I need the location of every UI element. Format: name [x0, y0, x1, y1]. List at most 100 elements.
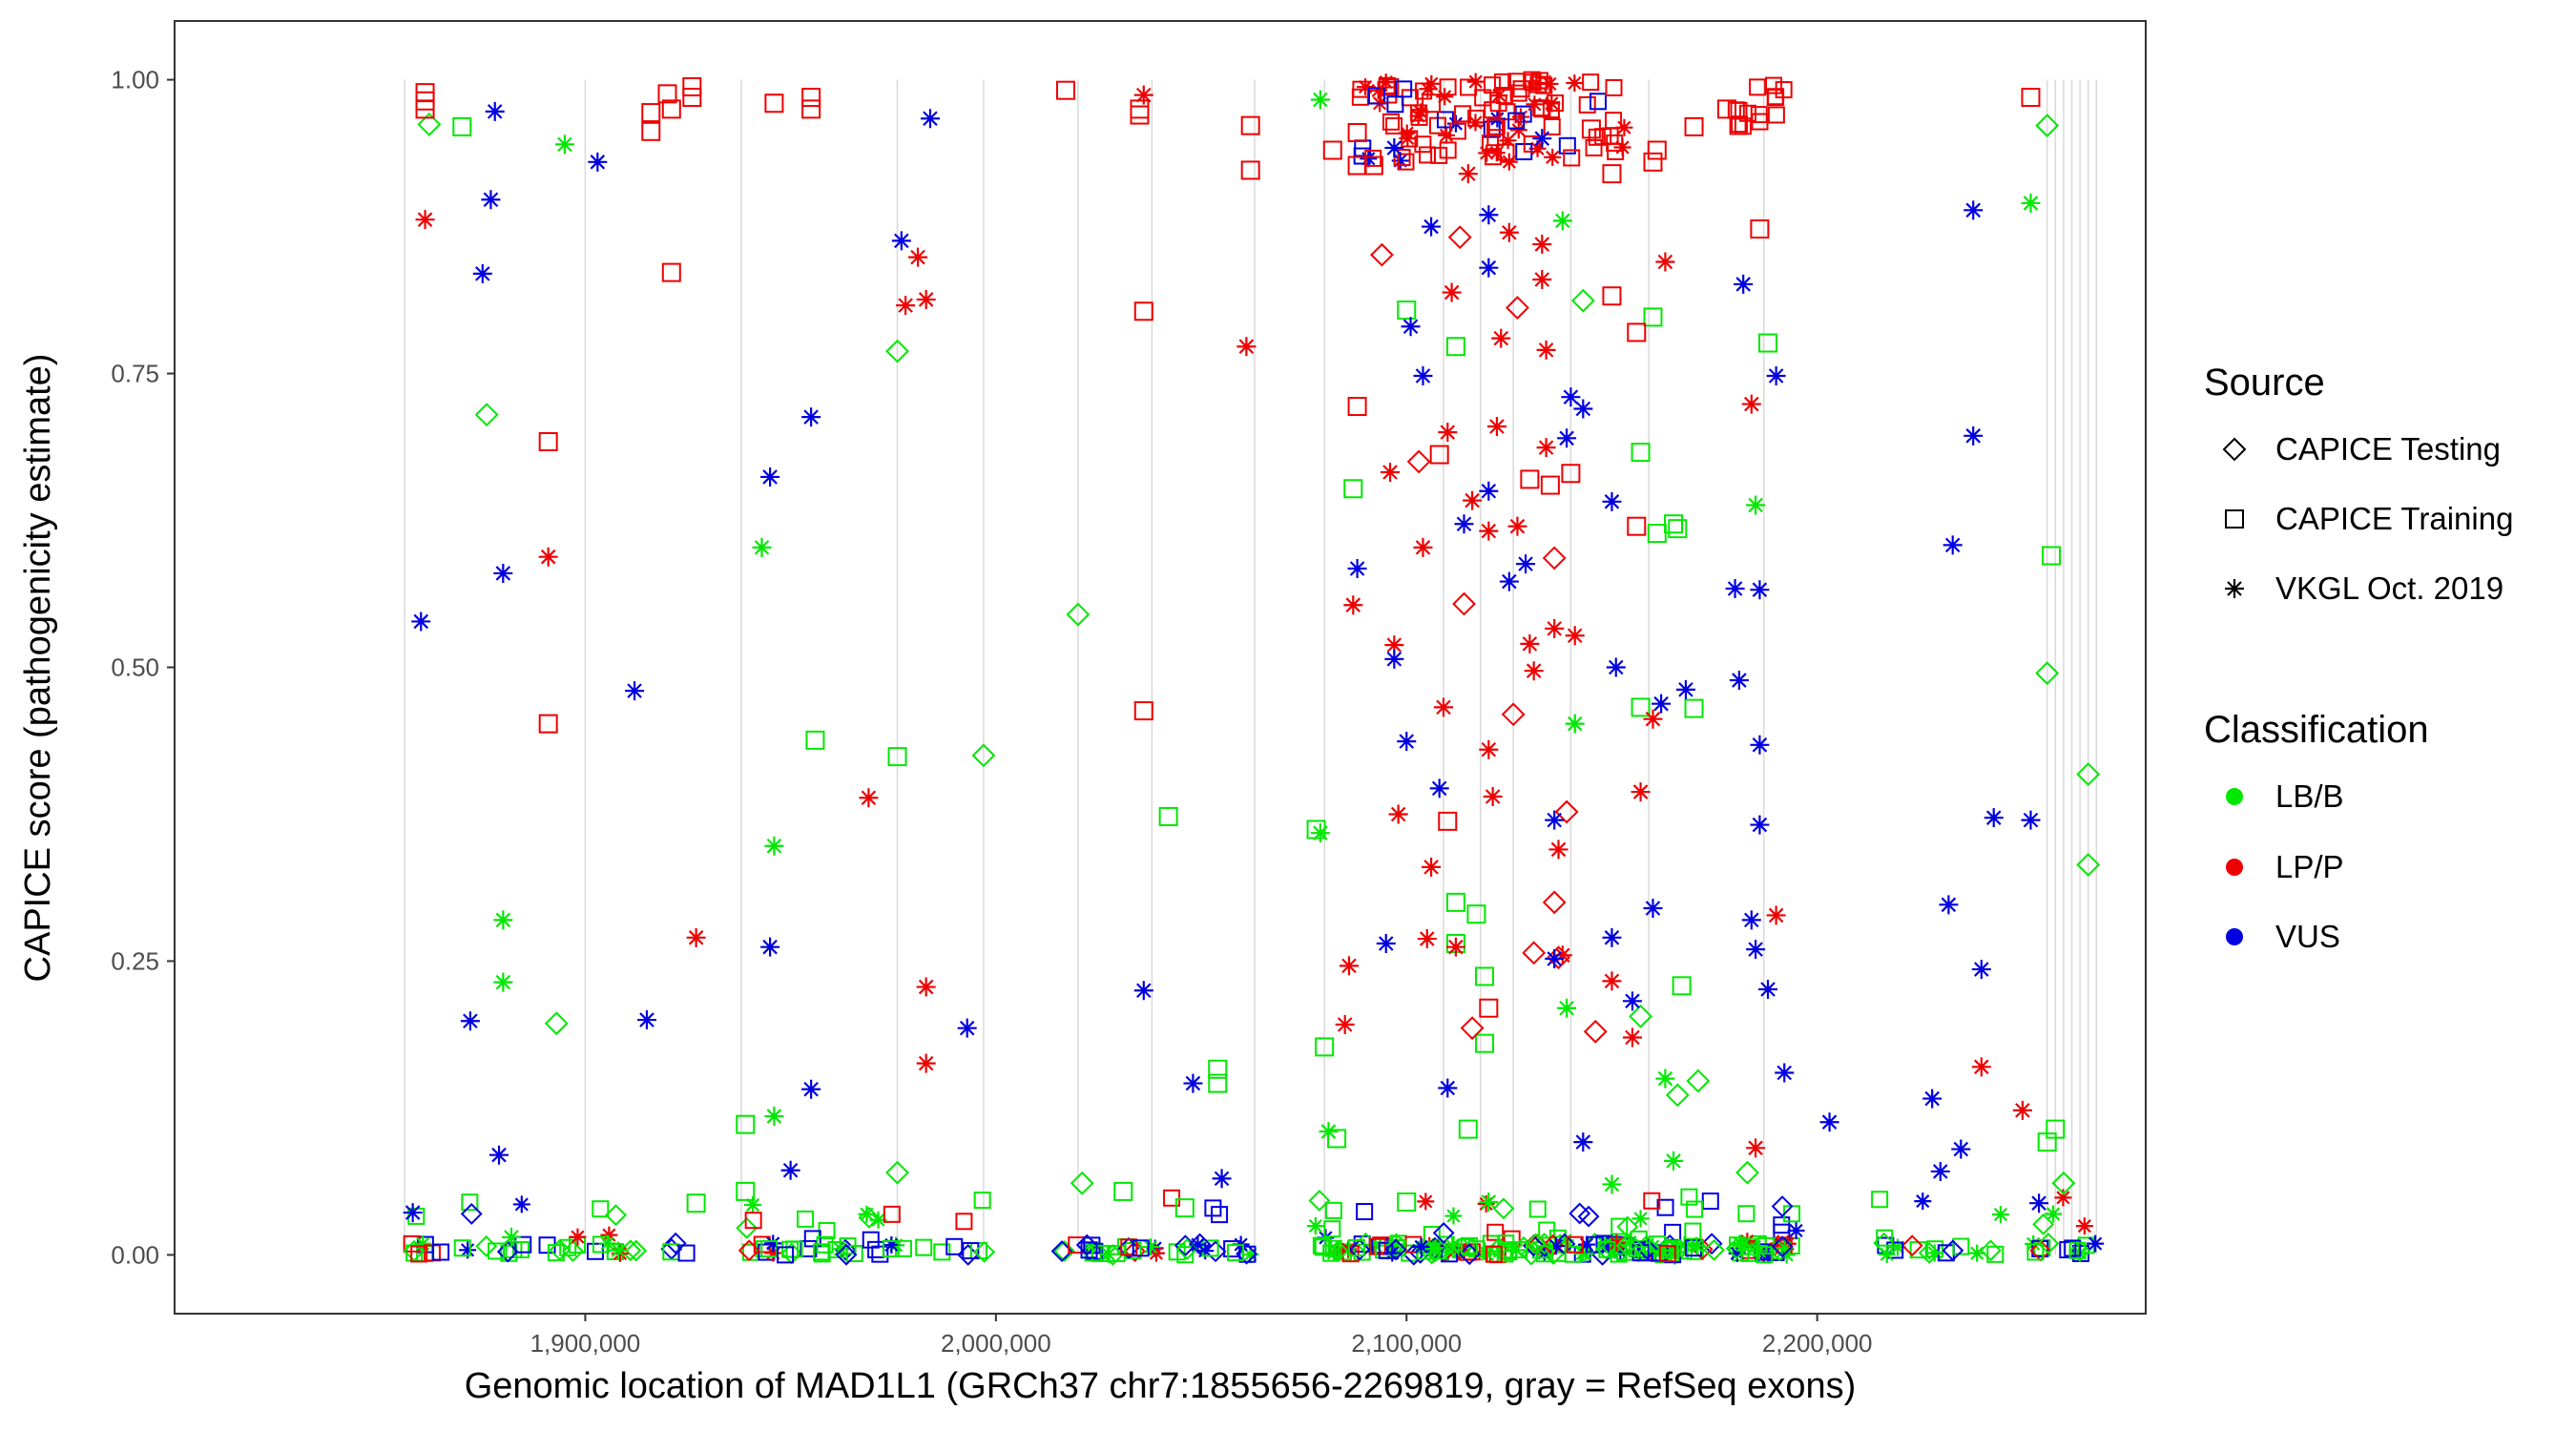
data-point [1457, 1238, 1475, 1256]
data-point [971, 743, 996, 768]
data-point [1448, 122, 1466, 140]
data-point [1492, 1197, 1515, 1220]
data-point [1668, 519, 1688, 539]
data-point [1552, 945, 1572, 965]
data-point [933, 1243, 951, 1261]
data-point [1942, 1239, 1964, 1262]
data-point [1406, 449, 1431, 474]
data-point [1664, 1239, 1682, 1257]
data-point [489, 1145, 509, 1165]
y-axis: 0.00 0.25 0.50 0.75 1.00 [111, 66, 175, 1269]
data-point [1475, 1033, 1495, 1053]
data-point [1368, 1237, 1386, 1255]
data-point [1509, 84, 1527, 102]
data-point [801, 407, 821, 427]
data-point [1370, 242, 1394, 267]
legend-label-vkgl: VKGL Oct. 2019 [2275, 570, 2503, 606]
data-point [1512, 108, 1530, 126]
data-point [538, 547, 558, 567]
data-point [916, 289, 936, 309]
data-point [1665, 1083, 1690, 1108]
data-point [1610, 1217, 1629, 1235]
data-point [682, 76, 702, 96]
data-point [1384, 649, 1404, 669]
legend-label-lpp: LP/P [2275, 849, 2344, 884]
data-point [1688, 1236, 1706, 1255]
data-point [1566, 74, 1584, 93]
data-point [1384, 138, 1404, 158]
data-point [1454, 105, 1472, 123]
data-point [1204, 1199, 1222, 1217]
data-point [1684, 698, 1704, 718]
data-point [1631, 1210, 1650, 1228]
data-point [1485, 1245, 1503, 1263]
data-point [481, 190, 501, 210]
data-point [1520, 633, 1540, 653]
data-point [1422, 857, 1442, 877]
y-tick-label: 0.25 [111, 946, 159, 975]
data-point [1532, 270, 1552, 289]
y-tick-label: 0.50 [111, 653, 159, 682]
data-point [785, 1240, 803, 1258]
data-point [1458, 1243, 1481, 1266]
data-point [891, 231, 911, 251]
data-point [1056, 80, 1076, 100]
data-point [1542, 546, 1567, 570]
data-point [414, 1234, 432, 1253]
data-point [686, 927, 706, 947]
data-point [1499, 132, 1517, 150]
data-point [1686, 1200, 1704, 1218]
data-point [1308, 1190, 1331, 1212]
data-point [1541, 74, 1559, 93]
data-point [1548, 1237, 1566, 1255]
y-axis-title: CAPICE score (pathogenicity estimate) [18, 354, 58, 983]
data-point [1771, 1235, 1794, 1258]
data-point [475, 1234, 498, 1257]
data-point [801, 88, 821, 108]
data-point [1240, 115, 1260, 135]
data-point [1066, 602, 1091, 627]
data-point [600, 1226, 618, 1244]
legend-key-square [2225, 509, 2244, 529]
data-point [1382, 113, 1401, 131]
data-point [1377, 73, 1395, 92]
data-point [1460, 1016, 1485, 1041]
data-point [1324, 1201, 1342, 1219]
data-point [1787, 1221, 1805, 1239]
data-point [1656, 1198, 1674, 1216]
data-point [1479, 739, 1499, 759]
data-point [1101, 1243, 1124, 1266]
data-point [488, 1242, 506, 1260]
data-point [1758, 333, 1778, 353]
data-point [1605, 112, 1623, 130]
data-point [1458, 1119, 1478, 1139]
data-point [1397, 153, 1415, 171]
data-point [1538, 1221, 1556, 1239]
series-points [403, 76, 2101, 1247]
data-point [2076, 762, 2101, 787]
data-point [1413, 537, 1433, 557]
data-point [1737, 1205, 1755, 1223]
data-point [1395, 80, 1413, 98]
data-point [1583, 1019, 1608, 1044]
data-point [764, 1234, 782, 1253]
data-point [1901, 1234, 1923, 1257]
data-point [839, 1237, 857, 1255]
data-point [1356, 1203, 1374, 1221]
data-point [1174, 1198, 1195, 1218]
data-point [1466, 114, 1485, 132]
data-point [859, 788, 879, 808]
data-point [1493, 73, 1511, 91]
data-point [1980, 1239, 2002, 1262]
legend-label-lbb: LB/B [2275, 778, 2344, 814]
data-point [592, 1200, 610, 1218]
data-point [1339, 956, 1359, 976]
data-point [1324, 1244, 1342, 1262]
data-point [1652, 694, 1672, 714]
data-point [780, 1160, 800, 1180]
data-point [1347, 1238, 1365, 1256]
data-point [1602, 164, 1622, 184]
data-point [896, 296, 916, 316]
data-point [2037, 1132, 2057, 1152]
